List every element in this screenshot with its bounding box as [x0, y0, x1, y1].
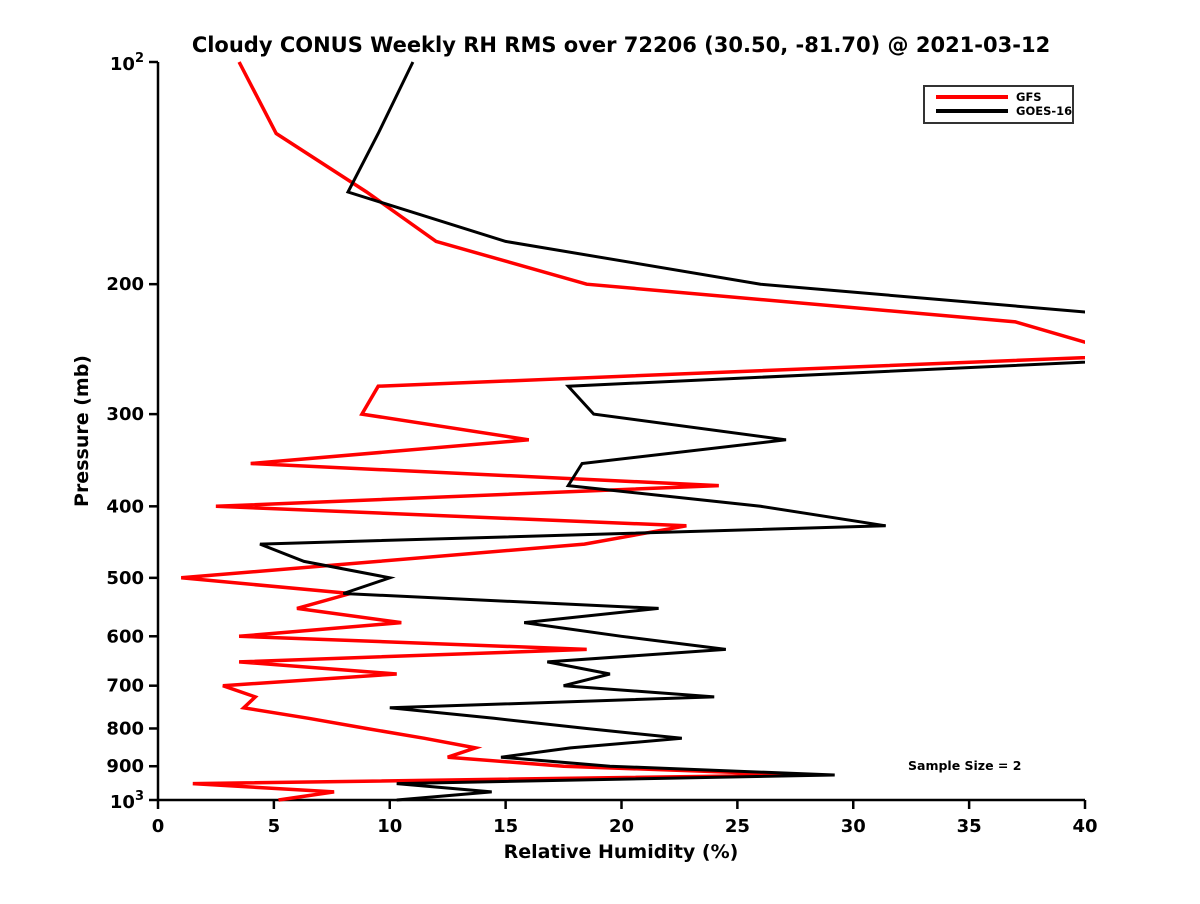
x-tick-label: 10: [377, 816, 402, 837]
x-tick-label: 40: [1072, 816, 1097, 837]
y-axis-label: Pressure (mb): [71, 355, 93, 507]
axes-layer: 102 200 300 400 500 600 700 800 900 103 0 5 10 15 20 25…: [106, 51, 1097, 837]
y-tick-label: 200: [106, 274, 144, 295]
x-tick-label: 5: [268, 816, 281, 837]
y-tick-label: 700: [106, 676, 144, 697]
y-tick-label: 102: [110, 51, 144, 75]
legend-frame: [923, 85, 1074, 124]
x-tick-label: 20: [609, 816, 634, 837]
legend-entry-label: GFS: [1016, 90, 1042, 104]
x-tick-label: 15: [493, 816, 518, 837]
series-line-gfs: [181, 61, 1085, 802]
legend-entry-label: GOES-16: [1016, 104, 1072, 118]
y-tick-label: 103: [110, 789, 144, 813]
x-tick-label: 35: [957, 816, 982, 837]
data-series-layer: [181, 61, 1085, 802]
y-tick-label: 600: [106, 626, 144, 647]
x-tick-label: 30: [841, 816, 866, 837]
series-line-goes-16: [259, 61, 1085, 802]
y-tick-label: 500: [106, 568, 144, 589]
y-tick-label: 300: [106, 404, 144, 425]
chart-title: Cloudy CONUS Weekly RH RMS over 72206 (3…: [192, 33, 1050, 57]
y-tick-label: 900: [106, 756, 144, 777]
y-tick-label: 400: [106, 496, 144, 517]
sample-size-annotation: Sample Size = 2: [908, 758, 1021, 773]
x-tick-label: 25: [725, 816, 750, 837]
x-tick-label: 0: [152, 816, 165, 837]
x-axis-label: Relative Humidity (%): [504, 841, 739, 863]
y-tick-label: 800: [106, 718, 144, 739]
